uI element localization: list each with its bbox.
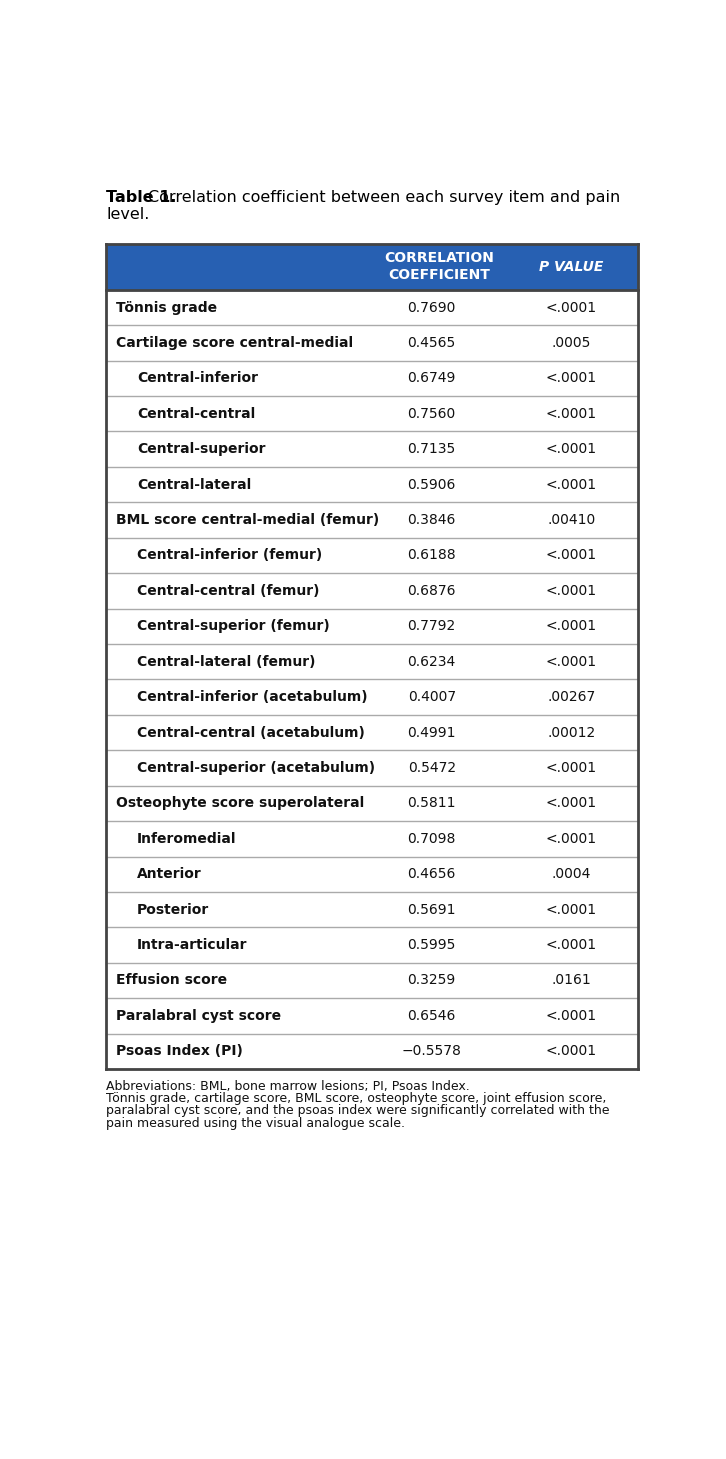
Text: <.0001: <.0001 [546,584,597,598]
Bar [106,395,638,432]
Bar [106,963,638,998]
Bar [106,573,638,608]
Text: 0.6188: 0.6188 [407,549,456,563]
Text: CORRELATION
COEFFICIENT: CORRELATION COEFFICIENT [385,251,494,283]
Text: Central-superior (femur): Central-superior (femur) [137,619,330,633]
Text: 0.7098: 0.7098 [407,832,456,846]
Text: 0.6546: 0.6546 [407,1010,456,1023]
Text: <.0001: <.0001 [546,1045,597,1058]
Text: Tönnis grade: Tönnis grade [115,301,216,315]
Text: Paralabral cyst score: Paralabral cyst score [115,1010,281,1023]
Bar [106,290,638,325]
Bar [106,856,638,891]
Text: 0.4565: 0.4565 [407,336,456,350]
Text: Osteophyte score superolateral: Osteophyte score superolateral [115,797,364,810]
Text: Central-superior (acetabulum): Central-superior (acetabulum) [137,762,375,775]
Text: 0.5995: 0.5995 [407,938,456,953]
Text: <.0001: <.0001 [546,903,597,916]
Text: Posterior: Posterior [137,903,210,916]
Text: 0.4991: 0.4991 [407,725,456,740]
Bar [106,750,638,786]
Text: 0.4007: 0.4007 [408,690,456,705]
Text: Abbreviations: BML, bone marrow lesions; PI, Psoas Index.: Abbreviations: BML, bone marrow lesions;… [106,1080,470,1093]
Text: Inferomedial: Inferomedial [137,832,237,846]
Text: pain measured using the visual analogue scale.: pain measured using the visual analogue … [106,1116,405,1129]
Text: 0.6234: 0.6234 [407,655,456,668]
Text: <.0001: <.0001 [546,372,597,385]
Text: <.0001: <.0001 [546,1010,597,1023]
Text: <.0001: <.0001 [546,301,597,315]
Text: 0.5906: 0.5906 [407,477,456,492]
Text: Central-central (acetabulum): Central-central (acetabulum) [137,725,365,740]
Text: 0.3259: 0.3259 [407,973,456,988]
Text: Table 1.: Table 1. [106,190,176,204]
Bar [106,325,638,360]
Text: 0.6876: 0.6876 [407,584,456,598]
Text: <.0001: <.0001 [546,477,597,492]
Text: <.0001: <.0001 [546,549,597,563]
Text: Psoas Index (PI): Psoas Index (PI) [115,1045,242,1058]
Text: <.0001: <.0001 [546,442,597,457]
Text: Central-superior: Central-superior [137,442,266,457]
Text: .0005: .0005 [552,336,591,350]
Bar [106,786,638,821]
Text: Cartilage score central-medial: Cartilage score central-medial [115,336,353,350]
Bar [106,680,638,715]
Text: 0.3846: 0.3846 [407,514,456,527]
Text: 0.5811: 0.5811 [407,797,456,810]
Text: level.: level. [106,207,150,222]
Text: .00410: .00410 [547,514,595,527]
Bar [106,244,638,290]
Bar [106,928,638,963]
Text: 0.4656: 0.4656 [407,867,456,881]
Bar [106,608,638,643]
Text: <.0001: <.0001 [546,619,597,633]
Text: 0.7135: 0.7135 [407,442,456,457]
Text: BML score central-medial (femur): BML score central-medial (femur) [115,514,379,527]
Text: Central-inferior (acetabulum): Central-inferior (acetabulum) [137,690,368,705]
Text: paralabral cyst score, and the psoas index were significantly correlated with th: paralabral cyst score, and the psoas ind… [106,1104,610,1118]
Text: <.0001: <.0001 [546,938,597,953]
Text: Central-central: Central-central [137,407,256,420]
Text: Central-central (femur): Central-central (femur) [137,584,319,598]
Text: Tönnis grade, cartilage score, BML score, osteophyte score, joint effusion score: Tönnis grade, cartilage score, BML score… [106,1093,607,1104]
Bar [106,643,638,680]
Text: Central-inferior: Central-inferior [137,372,258,385]
Text: <.0001: <.0001 [546,832,597,846]
Bar [106,821,638,856]
Text: 0.7560: 0.7560 [407,407,456,420]
Text: .00012: .00012 [547,725,595,740]
Text: Intra-articular: Intra-articular [137,938,248,953]
Text: Correlation coefficient between each survey item and pain: Correlation coefficient between each sur… [148,190,620,204]
Text: 0.7690: 0.7690 [407,301,456,315]
Text: Effusion score: Effusion score [115,973,227,988]
Text: .0161: .0161 [551,973,591,988]
Text: .0004: .0004 [552,867,591,881]
Text: Central-inferior (femur): Central-inferior (femur) [137,549,322,563]
Bar [106,467,638,502]
Bar [106,715,638,750]
Text: <.0001: <.0001 [546,762,597,775]
Text: 0.5691: 0.5691 [407,903,456,916]
Text: <.0001: <.0001 [546,797,597,810]
Bar [106,891,638,928]
Bar [106,1033,638,1069]
Bar [106,538,638,573]
Text: 0.6749: 0.6749 [407,372,456,385]
Text: <.0001: <.0001 [546,407,597,420]
Text: Central-lateral (femur): Central-lateral (femur) [137,655,316,668]
Bar [106,432,638,467]
Text: −0.5578: −0.5578 [401,1045,462,1058]
Text: P VALUE: P VALUE [539,260,603,274]
Text: Central-lateral: Central-lateral [137,477,251,492]
Bar [106,360,638,395]
Bar [106,502,638,538]
Text: .00267: .00267 [547,690,595,705]
Text: 0.7792: 0.7792 [407,619,456,633]
Bar [106,998,638,1033]
Text: Anterior: Anterior [137,867,202,881]
Text: <.0001: <.0001 [546,655,597,668]
Text: 0.5472: 0.5472 [408,762,456,775]
